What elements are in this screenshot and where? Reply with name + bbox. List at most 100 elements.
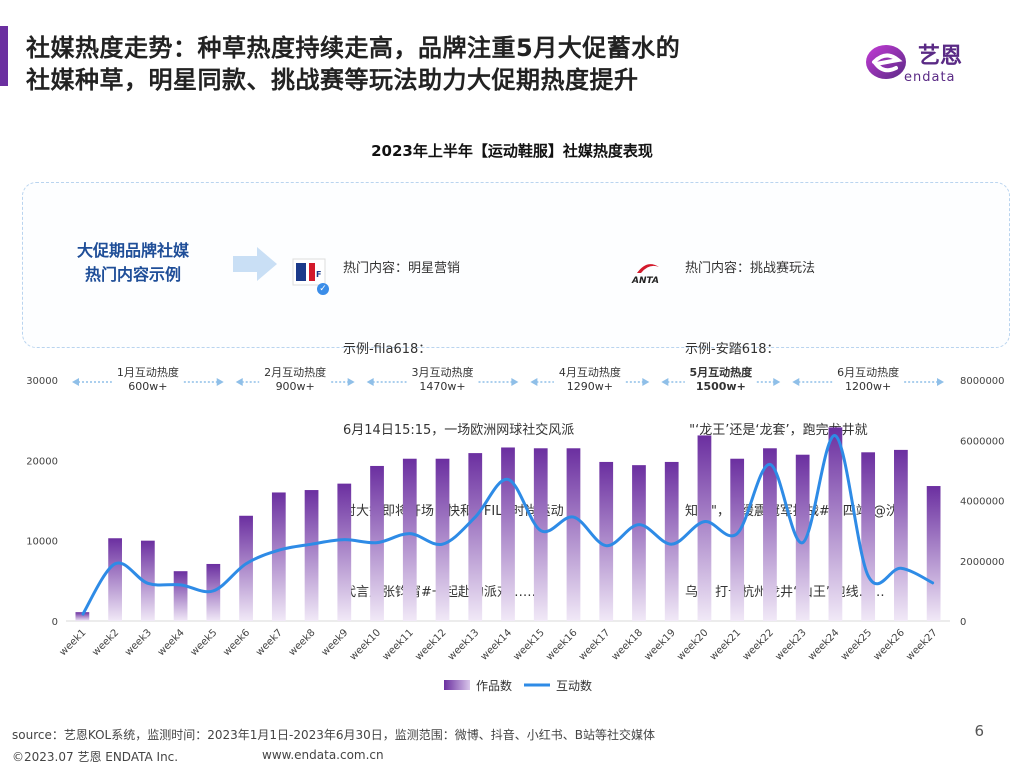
interaction-point-week8 xyxy=(311,543,313,545)
interaction-point-week20 xyxy=(703,521,705,523)
bar-week9 xyxy=(337,483,352,621)
x-tick-label: week7 xyxy=(254,627,285,658)
interaction-point-week4 xyxy=(180,584,182,586)
y-left-tick-label: 0 xyxy=(52,617,58,628)
left-example-line: 示例-fila618： xyxy=(343,342,432,357)
endata-logo: 艺恩 endata xyxy=(862,40,992,92)
interaction-point-week11 xyxy=(409,533,411,535)
bar-week13 xyxy=(468,453,483,621)
interaction-point-week10 xyxy=(376,542,378,544)
bar-week22 xyxy=(763,448,777,621)
legend-label-works: 作品数 xyxy=(476,678,512,693)
bar-week18 xyxy=(632,465,646,621)
callout-label-line2: 热门内容示例 xyxy=(84,265,181,284)
bar-week12 xyxy=(435,458,450,621)
bar-week7 xyxy=(271,492,286,621)
interaction-point-week2 xyxy=(114,563,116,565)
legend-bar-swatch xyxy=(444,680,470,690)
arrow-left-icon xyxy=(235,378,243,386)
chart-area: 0 10000 20000 30000 0 2000000 4000000 6000000 80… xyxy=(0,362,1024,702)
bar-week23 xyxy=(795,454,810,621)
anta-logo-text: ANTA xyxy=(631,276,659,286)
bar-week1 xyxy=(75,612,90,621)
interaction-point-week7 xyxy=(278,549,280,551)
copyright: ©2023.07 艺恩 ENDATA Inc. xyxy=(12,750,179,764)
y-right-tick-label: 6000000 xyxy=(960,436,1005,447)
bar-week16 xyxy=(566,448,581,621)
page-title-line2: 社媒种草，明星同款、挑战赛等玩法助力大促期热度提升 xyxy=(26,66,639,94)
x-tick-label: week12 xyxy=(413,627,448,662)
x-tick-label: week1 xyxy=(58,627,89,658)
x-tick-label: week4 xyxy=(156,627,187,658)
fila-logo-icon: F xyxy=(291,255,327,291)
x-tick-label: week20 xyxy=(675,627,710,662)
x-tick-label: week11 xyxy=(381,627,416,662)
interaction-line xyxy=(81,434,935,616)
fila-logo-text: F xyxy=(316,270,321,279)
callout-label: 大促期品牌社媒 热门内容示例 xyxy=(63,239,203,287)
x-tick-label: week27 xyxy=(904,627,939,662)
month-annotation-value: 900w+ xyxy=(276,380,315,393)
x-tick-label: week14 xyxy=(479,627,514,662)
callout-label-line1: 大促期品牌社媒 xyxy=(76,241,189,260)
chart-title: 2023年上半年【运动鞋服】社媒热度表现 xyxy=(371,142,653,160)
x-tick-label: week8 xyxy=(287,627,318,658)
month-annotation-label: 1月互动热度 xyxy=(117,365,179,379)
arrow-left-icon xyxy=(661,378,669,386)
x-tick-label: week25 xyxy=(839,627,874,662)
bar-week4 xyxy=(173,571,188,621)
interaction-point-week3 xyxy=(147,582,149,584)
y-right-tick-label: 8000000 xyxy=(960,376,1005,387)
left-example-line: 6月14日15:15，一场欧洲网球社交风派 xyxy=(343,423,575,438)
y-right-tick-label: 2000000 xyxy=(960,557,1005,568)
arrow-right-icon xyxy=(642,378,650,386)
combo-chart: 0 10000 20000 30000 0 2000000 4000000 6000000 80… xyxy=(26,365,1005,693)
interaction-point-week17 xyxy=(605,545,607,547)
month-annotation-value: 600w+ xyxy=(128,380,167,393)
x-tick-label: week17 xyxy=(577,627,612,662)
logo-text: 艺恩 xyxy=(918,44,963,69)
right-example-line: 示例-安踏618： xyxy=(685,342,780,357)
interaction-point-week23 xyxy=(802,542,804,544)
bar-week24 xyxy=(828,427,843,621)
y-right-tick-label: 4000000 xyxy=(960,497,1005,508)
interaction-point-week13 xyxy=(474,516,476,518)
verified-badge-icon: ✓ xyxy=(317,283,329,295)
bar-week27 xyxy=(926,486,941,621)
bar-week11 xyxy=(402,458,417,621)
bar-week25 xyxy=(861,452,876,621)
interaction-point-week12 xyxy=(442,543,444,545)
interaction-point-week18 xyxy=(638,524,640,526)
x-tick-label: week22 xyxy=(741,627,776,662)
page-title-line1: 社媒热度走势：种草热度持续走高，品牌注重5月大促蓄水的 xyxy=(26,34,681,62)
interaction-point-week25 xyxy=(867,575,869,577)
arrow-left-icon xyxy=(792,378,800,386)
x-tick-label: week18 xyxy=(610,627,645,662)
anta-logo-icon: ANTA xyxy=(629,255,665,291)
interaction-point-week21 xyxy=(736,533,738,535)
arrow-left-icon xyxy=(530,378,538,386)
interaction-point-week19 xyxy=(671,543,673,545)
x-tick-label: week19 xyxy=(642,627,677,662)
left-example-line: 热门内容：明星营销 xyxy=(343,261,461,276)
bar-week14 xyxy=(501,447,515,621)
x-tick-label: week3 xyxy=(123,627,154,658)
interaction-point-week9 xyxy=(343,539,345,541)
right-example-line: "‘龙王’还是‘龙套’，跑完龙井就 xyxy=(685,423,868,438)
interaction-point-week5 xyxy=(212,590,214,592)
title-accent-bar xyxy=(0,26,8,86)
x-tick-label: week5 xyxy=(189,627,220,658)
arrow-left-icon xyxy=(72,378,79,386)
x-tick-label: week2 xyxy=(90,627,121,658)
interaction-point-week15 xyxy=(540,530,542,532)
x-tick-label: week6 xyxy=(221,627,252,658)
website: www.endata.com.cn xyxy=(262,748,384,762)
month-annotation-label: 2月互动热度 xyxy=(264,365,326,379)
page-number: 6 xyxy=(974,722,984,740)
x-tick-label: week9 xyxy=(320,627,351,658)
interaction-point-week24 xyxy=(834,435,836,437)
source-note: source：艺恩KOL系统，监测时间：2023年1月1日-2023年6月30日… xyxy=(12,728,656,742)
month-annotation-label: 4月互动热度 xyxy=(559,365,621,379)
arrow-left-icon xyxy=(366,378,374,386)
x-tick-label: week21 xyxy=(708,627,743,662)
